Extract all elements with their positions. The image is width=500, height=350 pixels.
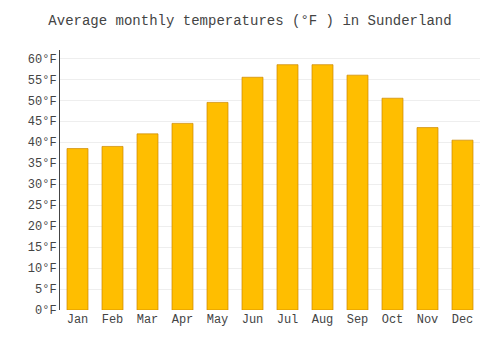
svg-text:Feb: Feb bbox=[102, 313, 124, 327]
svg-text:45°F: 45°F bbox=[28, 115, 57, 129]
svg-text:Mar: Mar bbox=[137, 313, 159, 327]
svg-text:Jun: Jun bbox=[242, 313, 264, 327]
svg-text:50°F: 50°F bbox=[28, 95, 57, 109]
svg-text:Apr: Apr bbox=[172, 313, 194, 327]
svg-text:15°F: 15°F bbox=[28, 241, 57, 255]
svg-text:40°F: 40°F bbox=[28, 136, 57, 150]
svg-text:Aug: Aug bbox=[312, 313, 334, 327]
svg-text:0°F: 0°F bbox=[35, 304, 57, 318]
svg-text:20°F: 20°F bbox=[28, 220, 57, 234]
svg-text:Sep: Sep bbox=[347, 313, 369, 327]
svg-text:55°F: 55°F bbox=[28, 74, 57, 88]
svg-text:Oct: Oct bbox=[382, 313, 404, 327]
svg-text:25°F: 25°F bbox=[28, 199, 57, 213]
svg-text:10°F: 10°F bbox=[28, 262, 57, 276]
svg-text:35°F: 35°F bbox=[28, 157, 57, 171]
svg-text:30°F: 30°F bbox=[28, 178, 57, 192]
svg-text:Nov: Nov bbox=[417, 313, 439, 327]
svg-text:60°F: 60°F bbox=[28, 53, 57, 67]
svg-text:May: May bbox=[207, 313, 229, 327]
svg-text:Dec: Dec bbox=[452, 313, 474, 327]
svg-text:Jul: Jul bbox=[277, 313, 299, 327]
svg-text:5°F: 5°F bbox=[35, 283, 57, 297]
svg-text:Average monthly temperatures (: Average monthly temperatures (°F ) in Su… bbox=[48, 13, 451, 29]
svg-text:Jan: Jan bbox=[67, 313, 89, 327]
